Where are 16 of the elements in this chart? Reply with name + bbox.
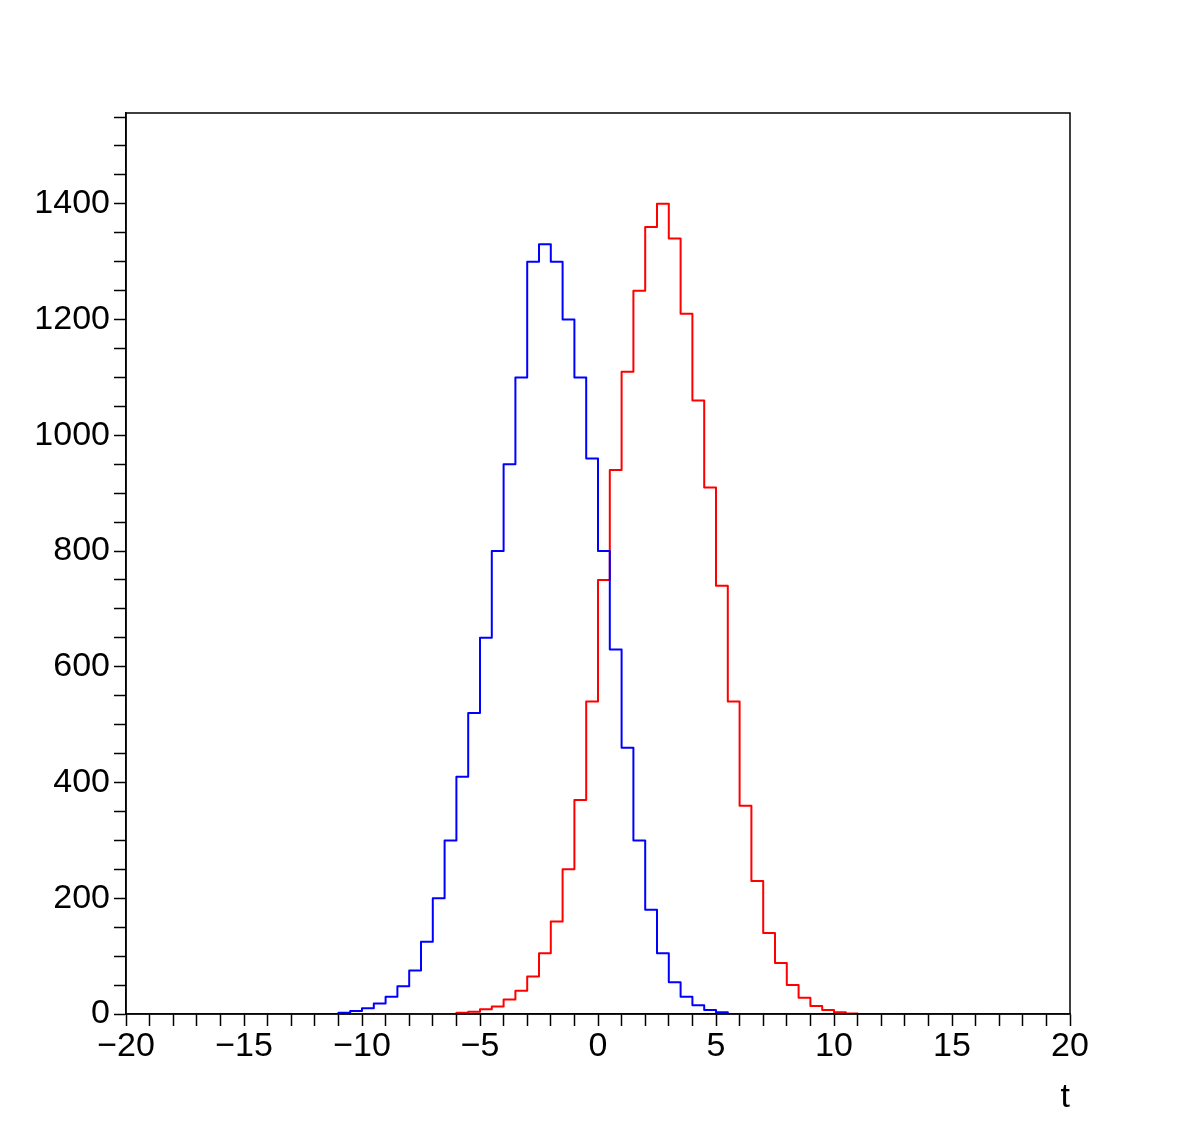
x-tick-label: 15 [933,1024,971,1063]
x-tick-label: 0 [588,1024,608,1063]
x-tick-label: −5 [460,1024,500,1063]
x-axis-title: t [1060,1075,1071,1114]
y-tick-label: 200 [53,876,110,915]
y-tick-label: 600 [53,645,110,684]
y-tick-label: 1200 [34,297,110,336]
x-tick-label: 20 [1051,1024,1089,1063]
y-tick-label: 1400 [34,182,110,221]
y-tick-label: 800 [53,529,110,568]
y-tick-label: 400 [53,760,110,799]
x-tick-label: −15 [215,1024,273,1063]
y-tick-label: 1000 [34,413,110,452]
x-tick-label: −10 [333,1024,391,1063]
x-tick-label: 10 [815,1024,853,1063]
x-tick-label: 5 [706,1024,726,1063]
